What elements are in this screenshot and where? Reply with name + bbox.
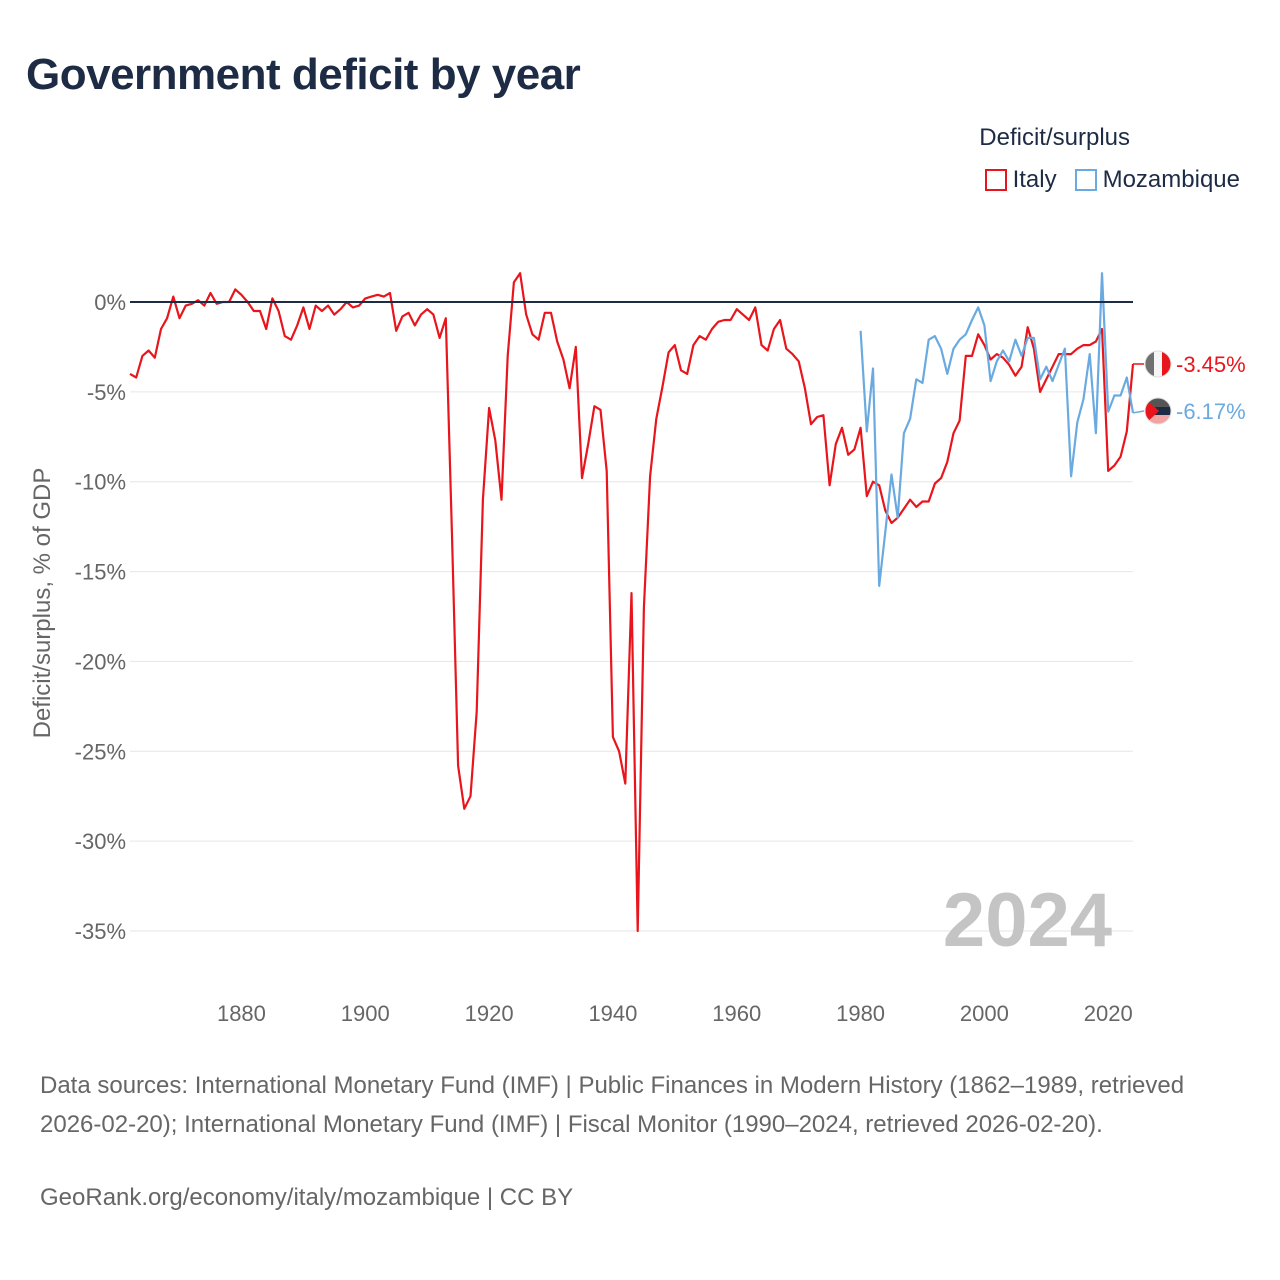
series-line-italy[interactable] bbox=[129, 272, 1135, 933]
legend-item-mozambique[interactable]: Mozambique bbox=[1074, 166, 1240, 194]
legend-swatch-italy bbox=[984, 169, 1007, 191]
y-tick-label: -15% bbox=[75, 560, 126, 585]
x-axis-ticks: 1880 1900 1920 1940 1960 1980 2000 2020 bbox=[217, 1001, 1133, 1026]
x-tick-label: 2000 bbox=[960, 1001, 1009, 1026]
data-sources: Data sources: International Monetary Fun… bbox=[40, 1072, 1185, 1138]
y-tick-label: -10% bbox=[75, 470, 126, 495]
y-axis-label: Deficit/surplus, % of GDP bbox=[29, 468, 56, 739]
credit-link[interactable]: GeoRank.org/economy/italy/mozambique | C… bbox=[40, 1184, 574, 1211]
chart-title: Government deficit by year bbox=[26, 50, 581, 99]
y-tick-label: -20% bbox=[75, 649, 126, 674]
y-tick-label: -35% bbox=[75, 919, 126, 944]
y-tick-label: -5% bbox=[87, 380, 126, 405]
end-value-label-mozambique: -6.17% bbox=[1176, 399, 1246, 424]
x-tick-label: 1900 bbox=[341, 1001, 390, 1026]
y-axis-ticks: 0% -5% -10% -15% -20% -25% -30% -35% bbox=[75, 290, 126, 944]
flag-mozambique-icon bbox=[1144, 397, 1172, 425]
y-tick-label: -30% bbox=[75, 829, 126, 854]
grid-lines bbox=[130, 391, 1133, 932]
end-markers: -3.45% -6.17% bbox=[1132, 350, 1246, 425]
y-tick-label: 0% bbox=[94, 290, 126, 315]
x-tick-label: 1960 bbox=[712, 1001, 761, 1026]
legend-label-italy: Italy bbox=[1012, 166, 1057, 193]
series-line-mozambique[interactable] bbox=[859, 272, 1135, 588]
y-tick-label: -25% bbox=[75, 739, 126, 764]
series-lines bbox=[129, 272, 1135, 933]
legend: Italy Mozambique bbox=[984, 166, 1240, 194]
legend-swatch-mozambique bbox=[1074, 169, 1097, 191]
flag-italy-icon bbox=[1144, 350, 1172, 378]
x-tick-label: 1940 bbox=[588, 1001, 637, 1026]
legend-title: Deficit/surplus bbox=[979, 124, 1130, 151]
legend-label-mozambique: Mozambique bbox=[1102, 166, 1240, 193]
legend-item-italy[interactable]: Italy bbox=[984, 166, 1057, 194]
line-chart: 0% -5% -10% -15% -20% -25% -30% -35% 1880 1900 19… bbox=[29, 272, 1246, 1026]
year-watermark: 2024 bbox=[943, 878, 1112, 963]
x-tick-label: 1920 bbox=[465, 1001, 514, 1026]
end-value-label-italy: -3.45% bbox=[1176, 352, 1246, 377]
x-tick-label: 1980 bbox=[836, 1001, 885, 1026]
leader-line-mozambique bbox=[1132, 410, 1145, 414]
x-tick-label: 2020 bbox=[1084, 1001, 1133, 1026]
x-tick-label: 1880 bbox=[217, 1001, 266, 1026]
